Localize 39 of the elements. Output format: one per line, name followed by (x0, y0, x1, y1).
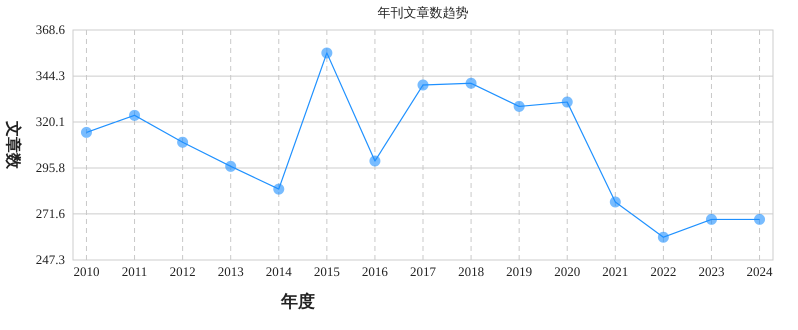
y-tick-label: 344.3 (36, 68, 65, 84)
y-tick-label: 247.3 (36, 252, 65, 267)
x-axis-title: 年度 (280, 292, 315, 311)
point (658, 232, 669, 243)
x-tick-label: 2013 (218, 264, 244, 279)
point (610, 196, 621, 208)
x-tick-label: 2024 (746, 264, 774, 279)
x-tick-label: 2011 (122, 264, 148, 279)
x-tick-label: 2010 (73, 264, 100, 279)
x-tick-label: 2018 (458, 264, 484, 279)
y-tick-label: 271.6 (36, 206, 66, 221)
x-tick-label: 2014 (266, 264, 292, 279)
point (418, 79, 428, 90)
y-tick-label: 295.8 (36, 160, 65, 176)
point (514, 100, 525, 112)
x-tick-label: 2023 (698, 264, 724, 279)
y-tick-label: 320.1 (36, 114, 65, 129)
x-tick-label: 2012 (170, 264, 196, 279)
x-tick-label: 2021 (602, 264, 628, 279)
point (706, 214, 717, 225)
x-tick-label: 2019 (506, 264, 532, 279)
point (562, 96, 573, 108)
x-tick-label: 2016 (362, 264, 388, 279)
x-tick-label: 2020 (554, 264, 580, 279)
point (369, 156, 380, 167)
point (129, 110, 140, 121)
point (225, 160, 236, 172)
point (466, 78, 477, 89)
chart-title: 年刊文章数趋势 (378, 5, 468, 20)
point (321, 47, 332, 58)
x-tick-label: 2022 (650, 264, 676, 279)
point (273, 184, 284, 195)
x-tick-label: 2017 (410, 264, 436, 279)
point (754, 214, 766, 225)
point (80, 126, 92, 138)
x-tick-label: 2015 (314, 264, 340, 279)
point (177, 136, 188, 148)
y-tick-label: 368.6 (36, 22, 66, 37)
y-axis-title: 文章数 (4, 120, 22, 170)
